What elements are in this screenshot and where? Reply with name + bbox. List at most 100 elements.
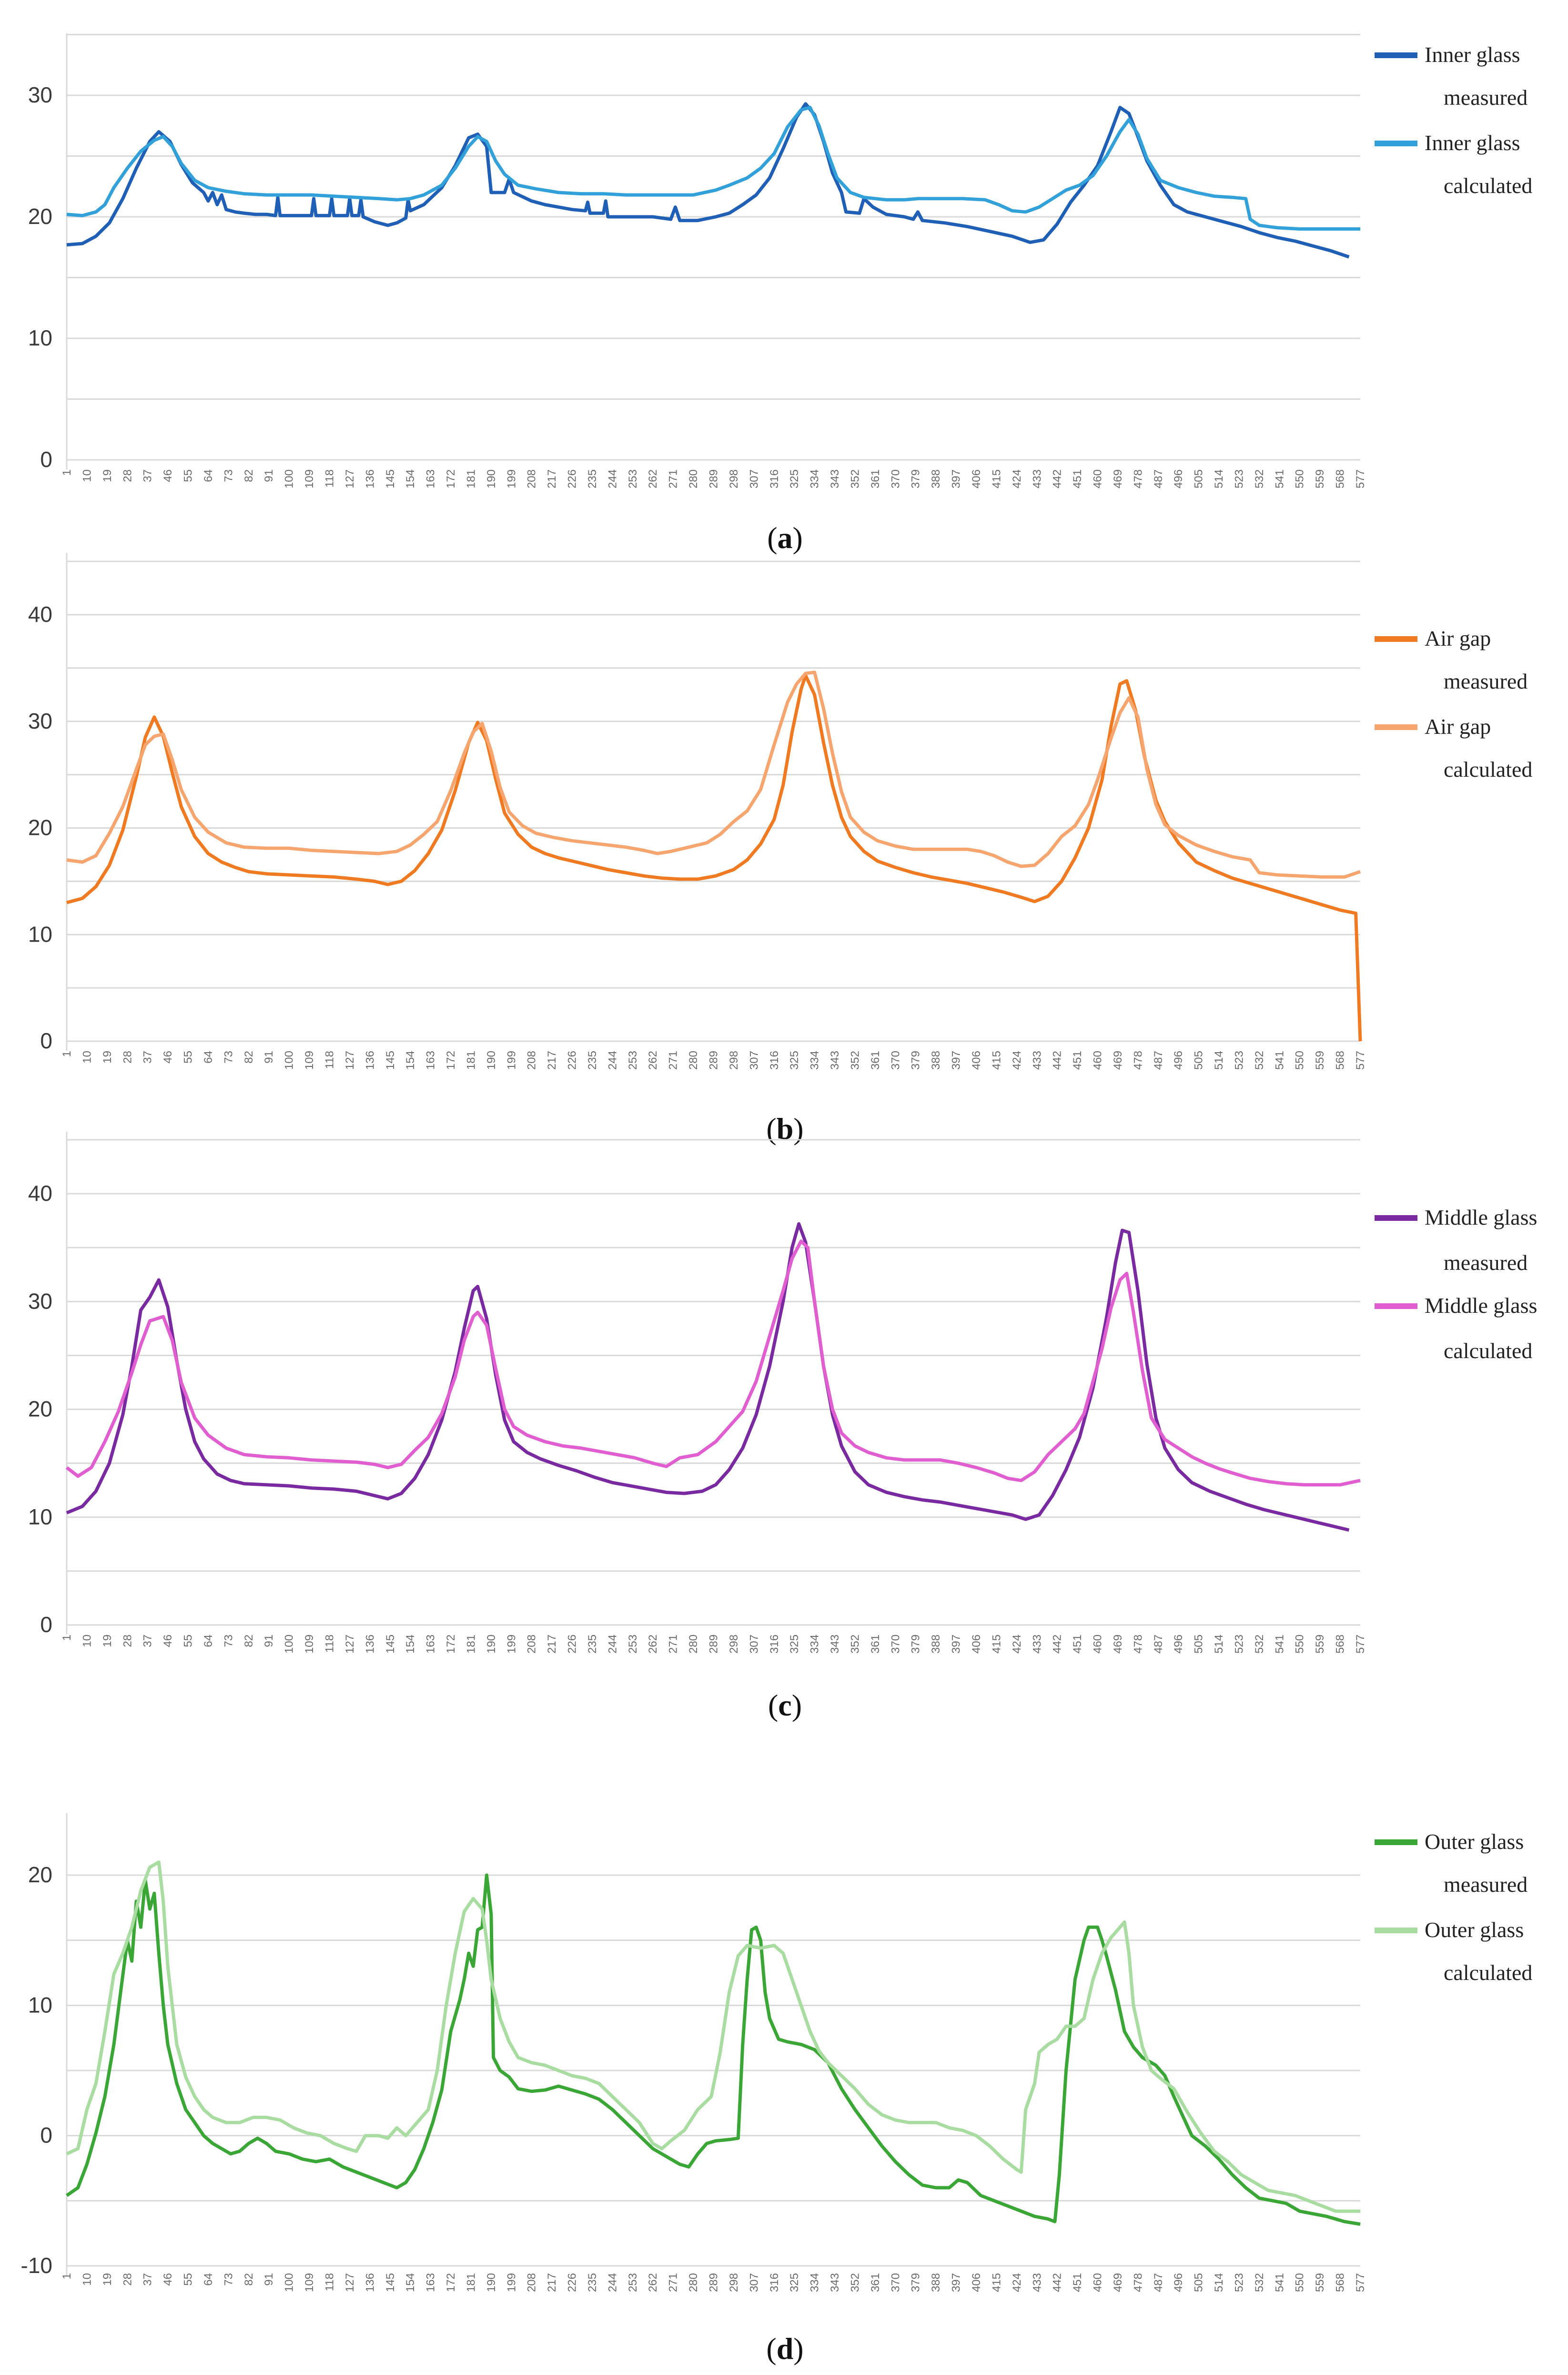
- x-tick-label: 118: [323, 469, 336, 487]
- x-tick-label: 505: [1193, 1634, 1205, 1654]
- x-tick-label: 424: [1011, 1051, 1023, 1070]
- x-tick-label: 100: [283, 469, 296, 488]
- x-tick-label: 514: [1213, 1051, 1225, 1070]
- y-tick-label: 10: [28, 1992, 52, 2017]
- x-tick-label: 280: [687, 2273, 700, 2292]
- x-tick-label: 325: [788, 469, 801, 488]
- x-tick-label: 1: [61, 2273, 73, 2279]
- x-tick-label: 127: [344, 1634, 356, 1654]
- y-tick-label: 40: [28, 602, 52, 627]
- x-tick-label: 190: [485, 469, 498, 488]
- series-line-measured: [66, 1873, 1361, 2226]
- x-tick-label: 262: [647, 469, 659, 488]
- y-tick-label: 0: [40, 1028, 52, 1053]
- legend-label: calculated: [1444, 1339, 1532, 1363]
- legend-label: measured: [1444, 1250, 1528, 1275]
- x-tick-label: 397: [950, 1634, 963, 1654]
- x-tick-label: 55: [182, 469, 195, 482]
- x-tick-label: 253: [627, 1634, 639, 1654]
- x-tick-label: 541: [1273, 2273, 1286, 2292]
- x-tick-label: 163: [425, 2273, 437, 2292]
- x-tick-label: 316: [768, 1634, 781, 1654]
- x-tick-label: 316: [768, 2273, 781, 2292]
- y-tick-label: 10: [28, 1504, 52, 1529]
- x-tick-label: 271: [667, 1634, 680, 1654]
- x-tick-label: 46: [162, 1051, 174, 1064]
- x-tick-label: 541: [1273, 469, 1286, 488]
- x-tick-label: 73: [222, 2273, 235, 2286]
- y-tick-label: 20: [28, 204, 52, 229]
- x-tick-label: 442: [1051, 1634, 1064, 1654]
- x-tick-label: 424: [1011, 469, 1023, 488]
- x-tick-label: 352: [849, 2273, 861, 2292]
- x-tick-label: 496: [1172, 469, 1185, 488]
- y-tick-label: -10: [21, 2253, 52, 2278]
- x-tick-label: 559: [1314, 1634, 1326, 1654]
- x-tick-label: 487: [1152, 2273, 1165, 2292]
- x-tick-label: 352: [849, 1634, 861, 1654]
- x-tick-label: 334: [809, 1634, 821, 1654]
- x-tick-label: 244: [606, 1051, 619, 1070]
- x-tick-label: 334: [809, 469, 821, 488]
- x-tick-label: 154: [404, 1634, 417, 1654]
- x-tick-label: 28: [121, 1634, 134, 1647]
- x-tick-label: 415: [990, 469, 1003, 488]
- x-tick-label: 541: [1273, 1051, 1286, 1070]
- series-line-measured: [66, 102, 1350, 259]
- legend-label: calculated: [1444, 1960, 1532, 1985]
- x-tick-label: 271: [667, 469, 680, 488]
- x-tick-label: 235: [586, 469, 599, 488]
- x-tick-label: 64: [202, 2273, 215, 2286]
- x-tick-label: 460: [1092, 2273, 1104, 2292]
- x-tick-label: 361: [869, 469, 882, 488]
- x-tick-label: 217: [546, 1051, 558, 1070]
- x-tick-label: 550: [1294, 469, 1306, 488]
- x-tick-label: 64: [202, 1634, 215, 1647]
- legend-label: Inner glass: [1425, 131, 1520, 155]
- x-tick-label: 262: [647, 2273, 659, 2292]
- legend-label: Outer glass: [1425, 1918, 1524, 1942]
- x-tick-label: 28: [121, 2273, 134, 2286]
- x-tick-label: 208: [526, 1051, 538, 1070]
- chart-panel-b: 0 10 20 30 40 1 10 19 28 37 46 55 64 73 82 91 100 109 118 1…: [28, 553, 1532, 1146]
- x-tick-label: 577: [1354, 1051, 1367, 1070]
- x-tick-label: 361: [869, 2273, 882, 2292]
- series-line-calculated: [66, 1860, 1360, 2213]
- y-tick-label: 0: [40, 1612, 52, 1637]
- x-tick-label: 190: [485, 1634, 498, 1654]
- x-tick-label: 1: [61, 1634, 73, 1641]
- x-tick-label: 451: [1071, 2273, 1084, 2292]
- series-line-measured: [66, 1222, 1350, 1532]
- x-tick-label: 100: [283, 1634, 296, 1654]
- y-tick-label: 0: [40, 2123, 52, 2148]
- x-tick-label: 172: [445, 1051, 457, 1070]
- x-tick-label: 505: [1193, 2273, 1205, 2292]
- x-tick-label: 388: [930, 1634, 942, 1654]
- x-tick-label: 298: [728, 1634, 740, 1654]
- x-tick-label: 397: [950, 2273, 963, 2292]
- x-tick-label: 127: [344, 469, 356, 488]
- x-tick-label: 478: [1132, 1051, 1144, 1070]
- x-tick-label: 352: [849, 469, 861, 488]
- x-tick-label: 82: [243, 1051, 255, 1064]
- x-tick-label: 208: [526, 1634, 538, 1654]
- x-tick-label: 109: [303, 469, 316, 488]
- x-tick-label: 100: [283, 1051, 296, 1070]
- x-tick-label: 172: [445, 1634, 457, 1654]
- legend-label: calculated: [1444, 173, 1532, 198]
- x-tick-label: 343: [829, 1051, 841, 1070]
- x-tick-label: 82: [243, 2273, 255, 2286]
- x-tick-label: 217: [546, 2273, 558, 2292]
- x-tick-label: 10: [81, 1051, 93, 1064]
- x-tick-label: 289: [708, 1051, 720, 1070]
- x-tick-label: 118: [323, 1634, 336, 1653]
- y-tick-label: 30: [28, 82, 52, 107]
- x-tick-label: 280: [687, 1051, 700, 1070]
- x-tick-label: 46: [162, 2273, 174, 2286]
- x-tick-label: 82: [243, 469, 255, 482]
- x-tick-label: 343: [829, 469, 841, 488]
- series-line-measured: [66, 674, 1362, 1042]
- x-tick-label: 334: [809, 1051, 821, 1070]
- x-tick-label: 118: [323, 1051, 336, 1069]
- x-tick-label: 550: [1294, 1634, 1306, 1654]
